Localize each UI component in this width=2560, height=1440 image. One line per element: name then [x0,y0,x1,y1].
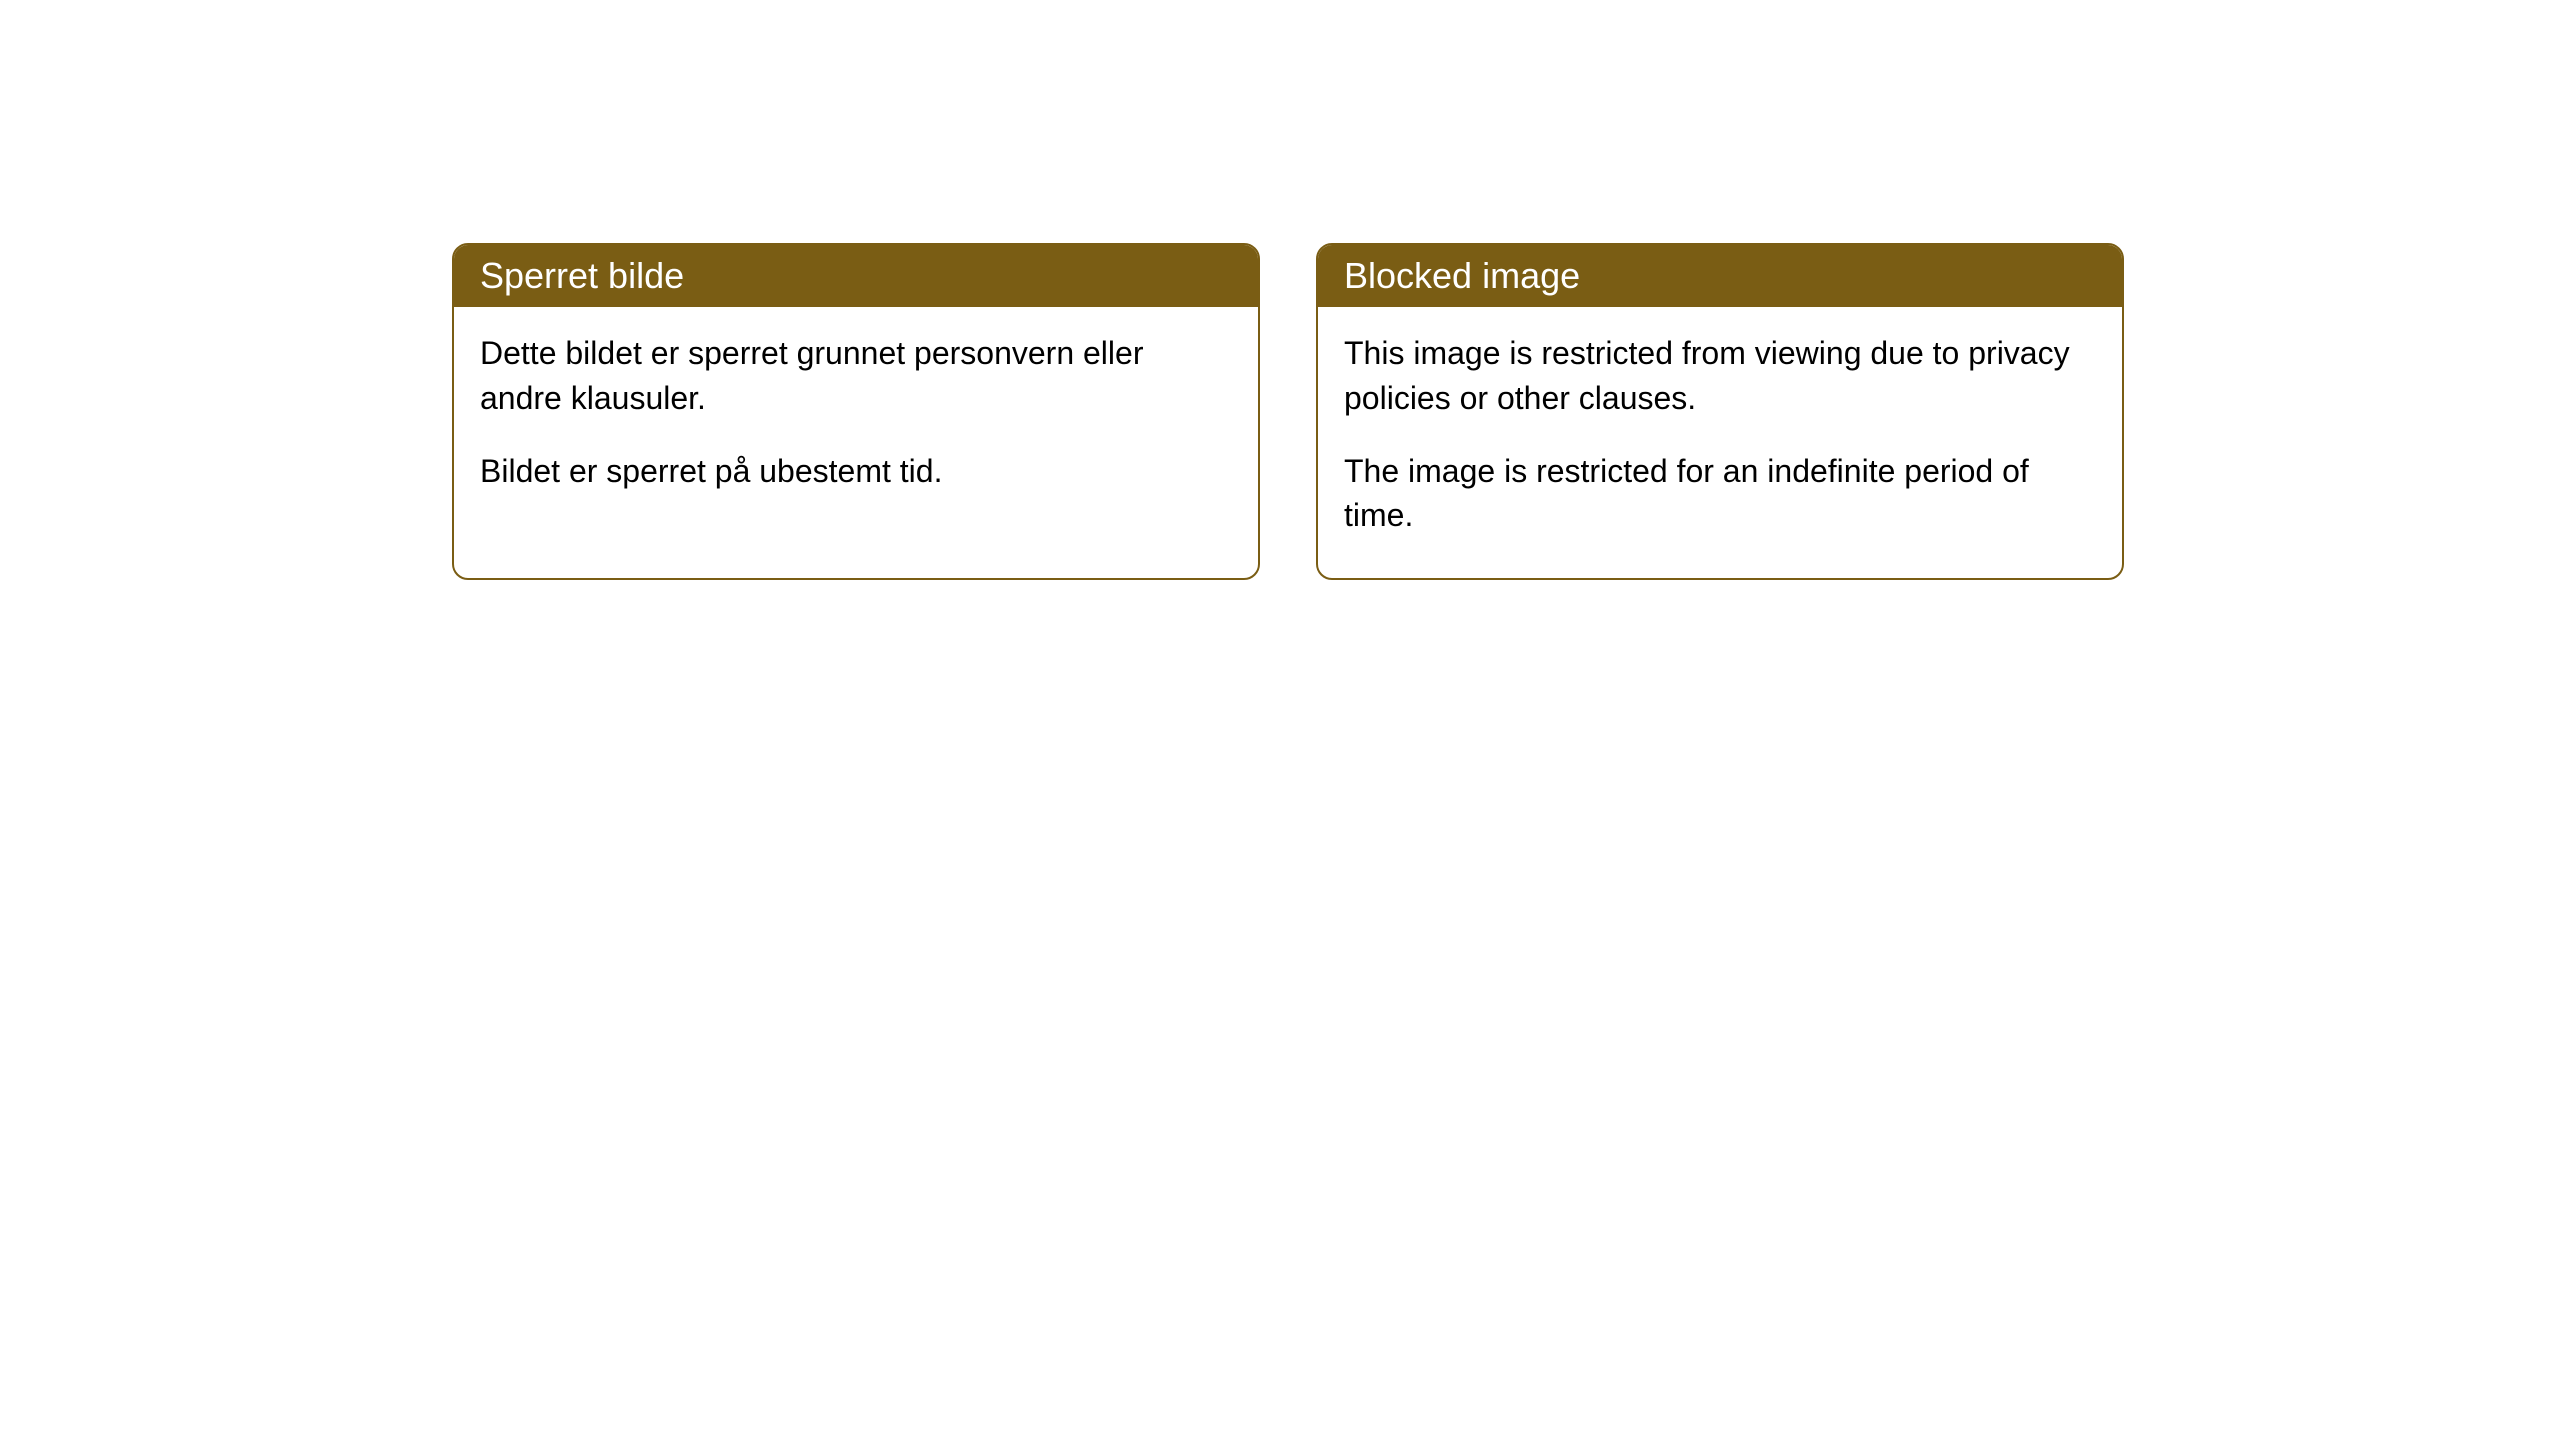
card-body: Dette bildet er sperret grunnet personve… [454,307,1258,533]
card-header: Sperret bilde [454,245,1258,307]
card-body: This image is restricted from viewing du… [1318,307,2122,578]
card-title: Sperret bilde [480,255,684,296]
notice-cards-container: Sperret bilde Dette bildet er sperret gr… [452,243,2124,580]
card-paragraph: Bildet er sperret på ubestemt tid. [480,449,1232,494]
card-header: Blocked image [1318,245,2122,307]
card-paragraph: The image is restricted for an indefinit… [1344,449,2096,539]
notice-card-norwegian: Sperret bilde Dette bildet er sperret gr… [452,243,1260,580]
card-title: Blocked image [1344,255,1580,296]
card-paragraph: This image is restricted from viewing du… [1344,331,2096,421]
notice-card-english: Blocked image This image is restricted f… [1316,243,2124,580]
card-paragraph: Dette bildet er sperret grunnet personve… [480,331,1232,421]
